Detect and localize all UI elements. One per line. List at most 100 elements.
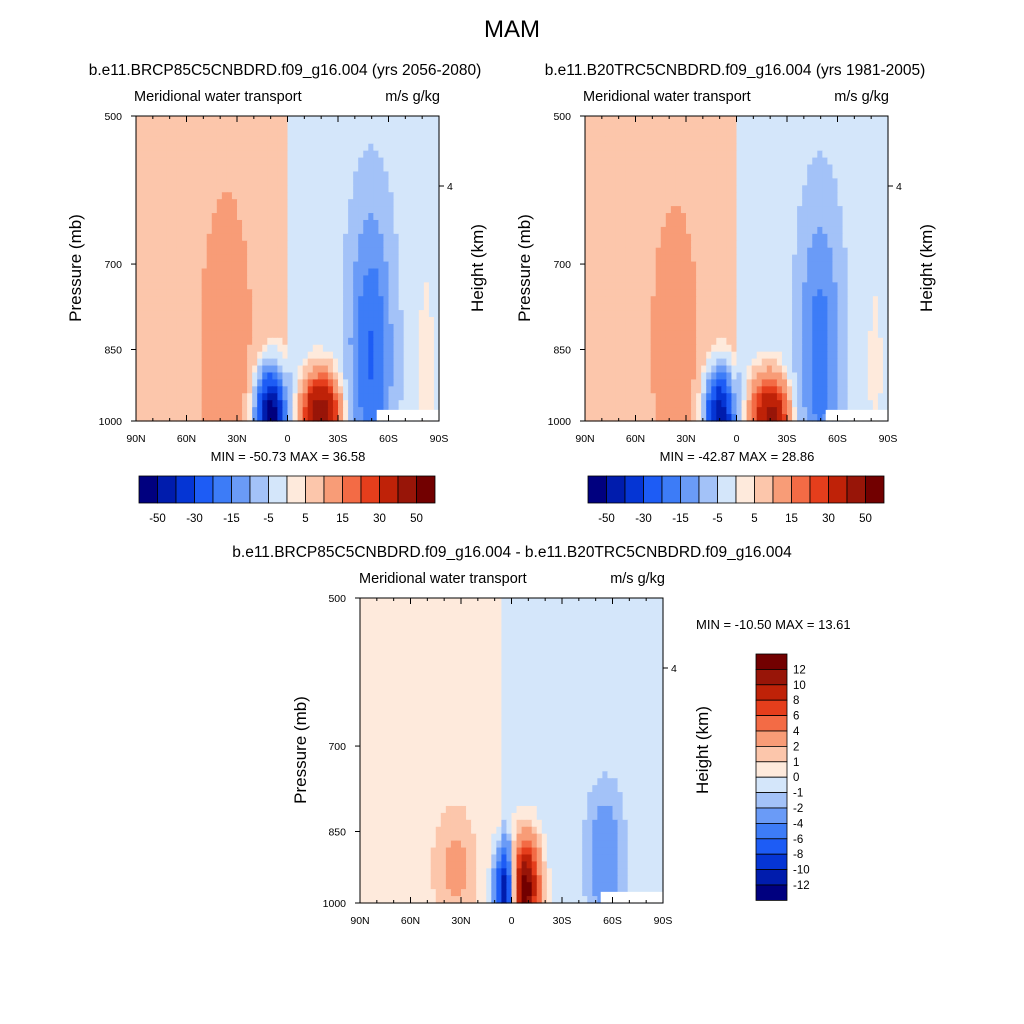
panel1-heatmap-cell [262,247,268,256]
panel2-heatmap-cell [595,275,601,283]
panel2-heatmap-cell [802,206,808,214]
panel1-heatmap-cell [196,143,203,152]
panel2-heatmap-cell [696,261,702,270]
panel2-heatmap-cell [877,247,884,256]
panel2-heatmap-cell [847,178,854,186]
panel1-heatmap-cell [196,344,203,353]
panel1-heatmap-cell [292,164,299,173]
panel2-heatmap-cell [625,317,632,325]
panel1-heatmap-cell [378,157,385,166]
panel2-heatmap-cell [771,199,778,207]
panel1-heatmap-cell [171,116,177,124]
panel1-heatmap-cell [216,296,223,304]
panel1-heatmap-cell [136,233,142,242]
panel1-heatmap-cell [428,129,435,138]
panel1-heatmap-cell [171,344,177,353]
panel1-heatmap-cell [338,150,344,159]
panel1-heatmap-cell [338,213,344,221]
panel1-heatmap-cell [161,400,167,408]
panel1-heatmap-cell [383,213,390,221]
panel1-heatmap-cell [358,129,364,138]
panel2-heatmap-cell [797,185,803,193]
panel2-heatmap-cell [635,129,642,138]
panel1-heatmap-cell [398,143,405,152]
panel1-heatmap-cell [176,150,183,159]
panel2-heatmap-cell [812,219,818,228]
panel1-heatmap-cell [368,351,374,360]
panel1-heatmap-cell [156,344,162,353]
panel2-heatmap-cell [585,213,591,221]
panel2-heatmap-cell [600,254,606,263]
panel1-heatmap-cell [181,386,188,394]
panel1-heatmap-cell [226,393,233,401]
panel2-heatmap-cell [701,178,707,186]
panel1-heatmap-cell [252,206,258,214]
panel1-heatmap-cell [317,365,324,374]
panel1-heatmap-cell [433,358,440,367]
panel1-heatmap-cell [348,185,354,193]
panel2-heatmap-cell [670,122,677,131]
panel1-heatmap-cell [216,372,223,381]
panel2-heatmap-cell [822,323,828,332]
panel1-heatmap-cell [403,116,410,124]
panel1-heatmap-cell [297,247,304,256]
panel2-heatmap-cell [640,344,647,353]
panel2-heatmap-cell [822,337,828,346]
panel1-heatmap-cell [312,178,319,186]
panel1-heatmap-cell [307,330,314,339]
panel1-heatmap-cell [292,136,299,145]
panel2-heatmap-cell [640,282,647,290]
panel1-heatmap-cell [166,143,172,152]
panel2-heatmap-cell [726,247,733,256]
panel2-heatmap-cell [675,254,682,263]
panel1-heatmap-cell [398,365,405,374]
panel2-heatmap-cell [615,219,621,228]
panel1-heatmap-cell [388,330,395,339]
panel2-heatmap-cell [817,351,823,360]
panel2-heatmap-cell [867,344,874,353]
panel1-heatmap-cell [312,192,319,200]
panel1-heatmap-cell [322,192,329,200]
panel1-heatmap-cell [292,282,299,290]
panel2-heatmap-cell [686,122,692,131]
panel2-heatmap-cell [686,240,692,249]
panel2-heatmap-cell [792,185,798,193]
panel1-heatmap-cell [378,199,385,207]
panel1-heatmap-cell [211,289,218,297]
panel1-heatmap-cell [282,296,289,304]
panel2-heatmap-cell [670,219,677,228]
panel1-heatmap-cell [181,261,188,270]
panel2-heatmap-cell [847,296,854,304]
panel1-heatmap-cell [307,199,314,207]
panel1-heatmap-cell [206,129,213,138]
panel2-heatmap-cell [660,289,667,297]
panel1-heatmap-cell [327,143,334,152]
panel2-heatmap-cell [837,323,844,332]
panel2-heatmap-cell [822,282,828,290]
panel1-heatmap-cell [363,310,369,318]
panel2-heatmap-cell [761,261,768,270]
panel1-heatmap-cell [247,275,253,283]
panel1-heatmap-cell [221,122,228,131]
panel2-heatmap-cell [615,178,621,186]
panel2-heatmap-cell [812,303,818,311]
panel2-heatmap-cell [675,240,682,249]
panel2-heatmap-cell [680,282,687,290]
panel2-heatmap-cell [595,323,601,332]
panel2-heatmap-cell [650,164,657,173]
panel2-heatmap-cell [686,254,692,263]
panel2-heatmap-cell [595,303,601,311]
panel2-heatmap-cell [776,199,783,207]
panel2-heatmap-cell [675,116,682,124]
panel1-heatmap-cell [353,150,359,159]
panel1-heatmap-cell [151,414,157,422]
panel2-heatmap-cell [771,275,778,283]
panel1-heatmap-cell [353,344,359,353]
panel2-heatmap-cell [862,213,869,221]
panel2-heatmap-cell [837,365,844,374]
panel2-heatmap-cell [706,213,712,221]
panel2-heatmap-cell [877,150,884,159]
panel1-heatmap-cell [176,282,183,290]
panel1-heatmap-cell [292,407,299,415]
panel2-heatmap-cell [852,289,859,297]
